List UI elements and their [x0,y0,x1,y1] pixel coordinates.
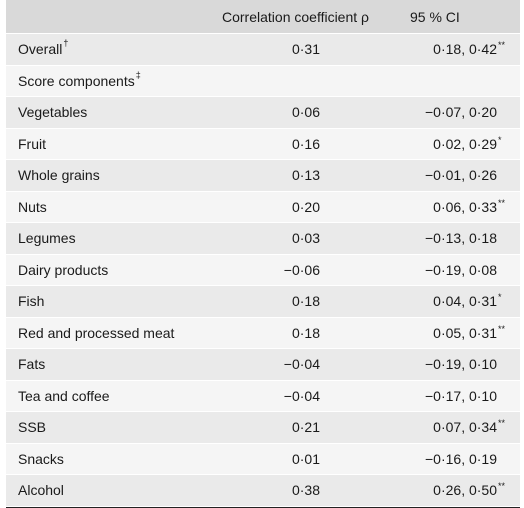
row-label: Overall † [18,38,69,58]
row-label: Legumes [18,223,77,254]
row-label: Fats [18,349,46,380]
header-correlation-coefficient: Correlation coefficient ρ [222,8,369,25]
row-coefficient: 0·01 [291,450,320,467]
row-ci-text: 0·06, 0·33 [433,198,497,215]
table-row: Fats −0·04 −0·19, 0·10 [6,349,520,381]
row-label-text: Alcohol [18,482,64,499]
table-header: Correlation coefficient ρ 95 % CI [6,0,520,34]
row-coefficient: 0·31 [291,41,320,58]
table-body: Overall † 0·31 0·18, 0·42** Score components… [6,34,520,507]
table-row: Snacks 0·01 −0·16, 0·19 [6,443,520,475]
row-ci-text: −0·16, 0·19 [425,450,497,467]
row-ci: −0·19, 0·08 [425,255,498,286]
table-row: Red and processed meat 0·18 0·05, 0·31** [6,317,520,349]
table-row: Score components ‡ [6,65,520,97]
row-ci-text: −0·07, 0·20 [425,104,497,121]
row-label: Dairy products [18,255,109,286]
table-row: Fruit 0·16 0·02, 0·29* [6,128,520,160]
row-label-text: SSB [18,419,47,436]
row-label: SSB [18,412,47,443]
row-ci-text: −0·19, 0·08 [425,261,497,278]
row-coefficient: 0·20 [291,198,320,215]
table-row: Alcohol 0·38 0·26, 0·50** [6,475,520,507]
table-row: Legumes 0·03 −0·13, 0·18 [6,223,520,255]
table-row: SSB 0·21 0·07, 0·34** [6,412,520,444]
row-label: Score components ‡ [18,69,141,89]
row-label-text: Whole grains [18,167,100,184]
table-row: Tea and coffee −0·04 −0·17, 0·10 [6,380,520,412]
header-confidence-interval: 95 % CI [410,8,460,25]
row-ci: 0·06, 0·33** [433,197,506,215]
row-label: Vegetables [18,97,88,128]
row-ci-text: 0·04, 0·31 [433,293,497,310]
row-label-text: Legumes [18,230,76,247]
row-ci-text: −0·01, 0·26 [425,167,497,184]
row-ci-text: −0·13, 0·18 [425,230,497,247]
row-label: Snacks [18,444,65,475]
row-label-text: Fats [18,356,46,373]
row-label-text: Vegetables [18,104,88,121]
row-coefficient: 0·13 [291,167,320,184]
table-row: Dairy products −0·06 −0·19, 0·08 [6,254,520,286]
row-ci: 0·02, 0·29* [433,134,502,152]
row-coefficient: −0·06 [283,261,320,278]
correlation-table: Correlation coefficient ρ 95 % CI Overal… [6,0,520,508]
row-label-text: Overall [18,41,63,58]
table-row: Fish 0·18 0·04, 0·31* [6,286,520,318]
row-label: Fish [18,286,45,317]
row-label-text: Fruit [18,135,46,152]
row-ci: −0·16, 0·19 [425,444,498,475]
row-label-text: Tea and coffee [18,387,110,404]
row-label: Whole grains [18,160,101,191]
row-label: Tea and coffee [18,381,111,412]
row-label-text: Dairy products [18,261,109,278]
row-ci-text: −0·17, 0·10 [425,387,497,404]
row-coefficient: 0·18 [291,293,320,310]
table-row: Overall † 0·31 0·18, 0·42** [6,34,520,66]
row-ci: 0·26, 0·50** [433,481,506,499]
row-label-text: Red and processed meat [18,324,175,341]
row-label: Red and processed meat [18,318,175,349]
table-row: Whole grains 0·13 −0·01, 0·26 [6,160,520,192]
row-ci-text: 0·26, 0·50 [433,482,497,499]
row-ci-text: 0·07, 0·34 [433,419,497,436]
row-label-text: Snacks [18,450,64,467]
table-row: Vegetables 0·06 −0·07, 0·20 [6,97,520,129]
row-ci: 0·04, 0·31* [433,292,502,310]
row-ci: −0·01, 0·26 [425,160,498,191]
row-label: Fruit [18,129,47,160]
row-ci-text: 0·02, 0·29 [433,135,497,152]
row-ci: −0·13, 0·18 [425,223,498,254]
row-coefficient: 0·06 [291,104,320,121]
row-ci: 0·05, 0·31** [433,323,506,341]
row-ci: −0·07, 0·20 [425,97,498,128]
row-ci: −0·19, 0·10 [425,349,498,380]
row-label-text: Fish [18,293,45,310]
row-coefficient: 0·38 [291,482,320,499]
row-ci: 0·18, 0·42** [433,40,506,58]
table-row: Nuts 0·20 0·06, 0·33** [6,191,520,223]
row-label-text: Score components [18,72,135,89]
row-label: Alcohol [18,475,65,506]
row-coefficient: −0·04 [283,387,320,404]
row-coefficient: 0·03 [291,230,320,247]
row-label-text: Nuts [18,198,47,215]
row-ci-text: −0·19, 0·10 [425,356,497,373]
row-label: Nuts [18,192,48,223]
row-coefficient: 0·18 [291,324,320,341]
row-ci-text: 0·18, 0·42 [433,41,497,58]
row-ci-text: 0·05, 0·31 [433,324,497,341]
row-coefficient: 0·21 [291,419,320,436]
row-ci: 0·07, 0·34** [433,418,506,436]
row-ci [497,66,498,97]
row-coefficient: −0·04 [283,356,320,373]
row-ci: −0·17, 0·10 [425,381,498,412]
row-coefficient: 0·16 [291,135,320,152]
